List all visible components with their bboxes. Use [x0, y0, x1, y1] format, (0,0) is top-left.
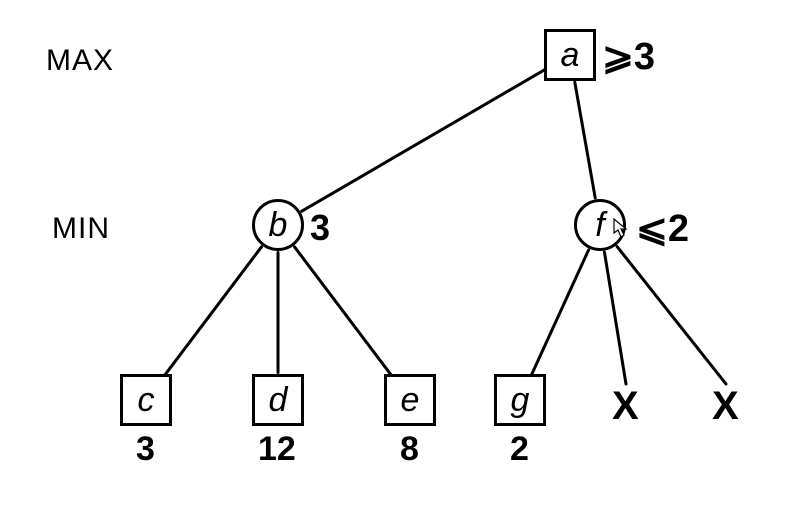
- node-b: b: [252, 199, 304, 251]
- pruned-mark-x2: X: [712, 384, 739, 429]
- edge: [295, 247, 394, 378]
- node-bound-b: 3: [310, 207, 330, 249]
- node-label-c: c: [138, 381, 155, 420]
- node-c: c: [120, 374, 172, 426]
- edge: [163, 247, 262, 378]
- leaf-value-e: 8: [400, 430, 419, 469]
- leaf-value-c: 3: [136, 430, 155, 469]
- diagram-stage: MAX MIN a b f c d e g ⩾3 3 ⩽2 3 12 8 2 X X: [0, 0, 812, 509]
- node-label-b: b: [269, 206, 288, 245]
- edge: [617, 247, 726, 384]
- node-bound-a: ⩾3: [602, 34, 655, 79]
- node-label-a: a: [561, 36, 580, 75]
- cursor-icon: [613, 218, 629, 238]
- node-d: d: [252, 374, 304, 426]
- leaf-value-d: 12: [258, 430, 296, 469]
- node-g: g: [494, 374, 546, 426]
- edge: [302, 69, 546, 211]
- leaf-value-g: 2: [510, 430, 529, 469]
- node-label-e: e: [401, 381, 420, 420]
- edge: [604, 252, 626, 384]
- row-label-max: MAX: [46, 44, 114, 78]
- node-label-g: g: [511, 381, 530, 420]
- node-bound-f: ⩽2: [636, 206, 689, 251]
- edge: [575, 82, 595, 198]
- pruned-mark-x1: X: [612, 384, 639, 429]
- node-a: a: [544, 29, 596, 81]
- node-e: e: [384, 374, 436, 426]
- row-label-min: MIN: [52, 212, 110, 246]
- node-label-f: f: [595, 206, 604, 245]
- edge: [531, 250, 588, 375]
- node-label-d: d: [269, 381, 288, 420]
